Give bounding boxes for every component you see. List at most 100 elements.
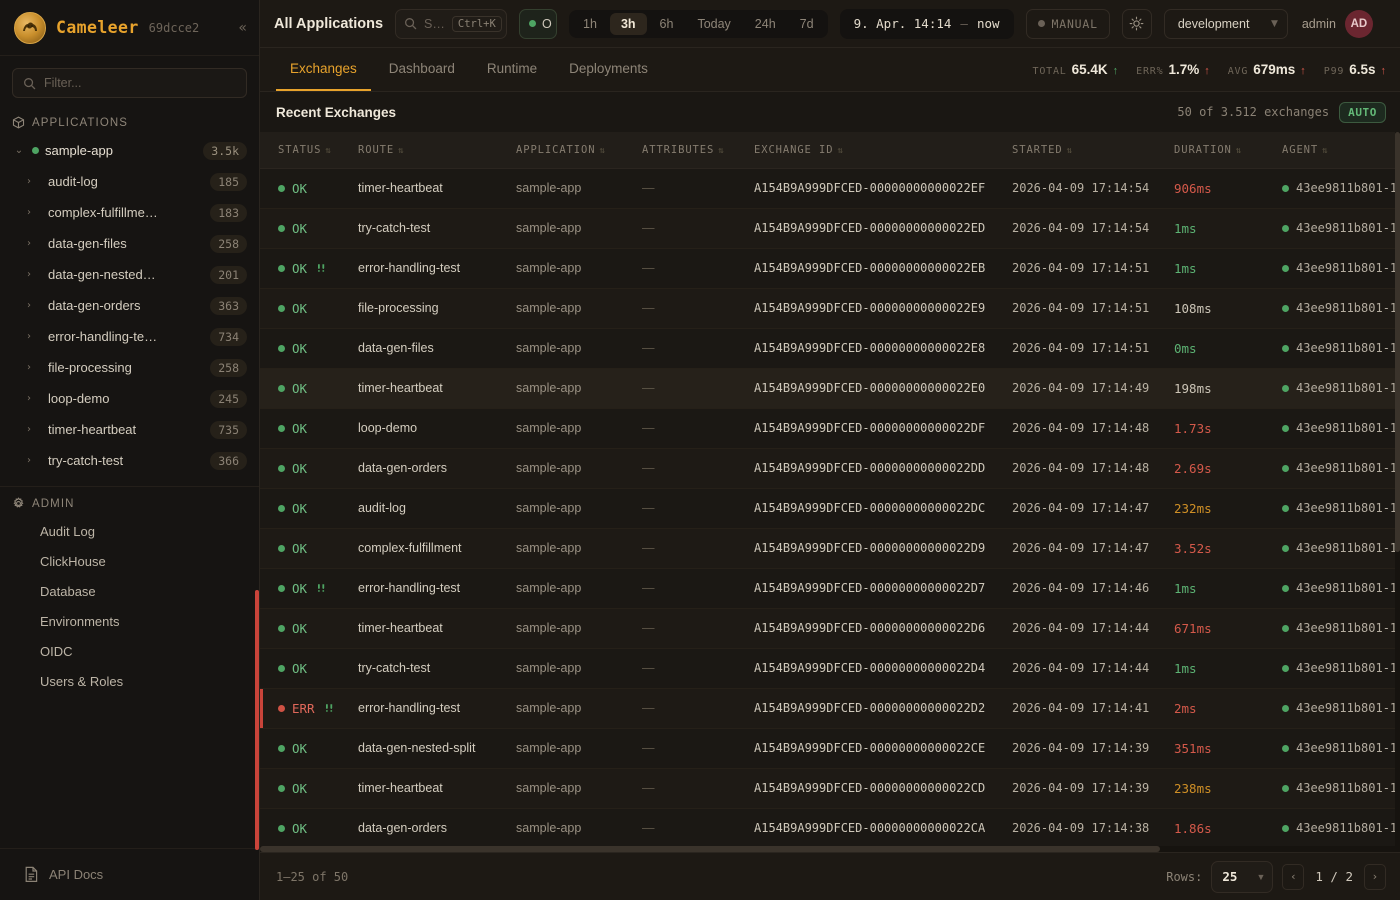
next-page-button[interactable]: › (1364, 863, 1386, 890)
auto-refresh-badge[interactable]: AUTO (1339, 101, 1386, 123)
sort-icon[interactable]: ⇅ (718, 145, 725, 156)
cell-duration-value: 1ms (1174, 580, 1197, 596)
column-header-route[interactable]: ROUTE ⇅ (358, 132, 516, 169)
column-header-started[interactable]: STARTED ⇅ (1012, 132, 1174, 169)
collapse-sidebar-icon[interactable]: « (238, 19, 247, 36)
sidebar-route-item[interactable]: › loop-demo 245 (0, 383, 259, 414)
table-row[interactable]: OK try-catch-test sample-app — A154B9A999DFC… (260, 648, 1400, 689)
table-row[interactable]: ERR error-handling-test sample-app — A154B9A… (260, 688, 1400, 729)
previous-page-button[interactable]: ‹ (1282, 863, 1305, 890)
table-row[interactable]: OK complex-fulfillment sample-app — A154B9A9… (260, 528, 1400, 569)
column-header-duration[interactable]: DURATION ⇅ (1174, 132, 1282, 169)
column-header-agent[interactable]: AGENT ⇅ (1282, 132, 1400, 169)
column-header-attributes[interactable]: ATTRIBUTES ⇅ (642, 132, 754, 169)
cell-started: 2026-04-09 17:14:41 (1012, 688, 1174, 729)
tab-exchanges[interactable]: Exchanges (276, 48, 371, 91)
sidebar-route-item[interactable]: › data-gen-files 258 (0, 228, 259, 259)
table-row[interactable]: OK error-handling-test sample-app — A154B9A9… (260, 248, 1400, 289)
cell-duration: 906ms (1174, 168, 1282, 209)
sidebar-footer[interactable]: API Docs (0, 848, 259, 900)
tab-deployments[interactable]: Deployments (569, 61, 648, 76)
column-header-label: STATUS (278, 143, 322, 156)
cell-agent: 43ee9811b801-1 (1282, 608, 1400, 649)
table-row[interactable]: OK timer-heartbeat sample-app — A154B9A999DF… (260, 608, 1400, 649)
sidebar-route-item[interactable]: › data-gen-orders 363 (0, 290, 259, 321)
sidebar-scroll-indicator[interactable] (255, 590, 259, 850)
table-row[interactable]: OK timer-heartbeat sample-app — A154B9A999DF… (260, 768, 1400, 809)
sidebar-route-item[interactable]: › timer-heartbeat 735 (0, 414, 259, 445)
filter-box[interactable] (12, 68, 247, 98)
sidebar-admin-item[interactable]: Environments (0, 606, 259, 636)
sidebar-route-item[interactable]: › audit-log 185 (0, 166, 259, 197)
table-vertical-scrollbar[interactable] (1395, 132, 1400, 852)
column-header-application[interactable]: APPLICATION ⇅ (516, 132, 642, 169)
time-range-button-24h[interactable]: 24h (754, 16, 776, 31)
time-range-button-7d[interactable]: 7d (799, 16, 814, 31)
user-menu[interactable]: admin AD (1301, 9, 1373, 38)
table-row[interactable]: OK audit-log sample-app — A154B9A999DFCED-00… (260, 488, 1400, 529)
sidebar-route-item[interactable]: › try-catch-test 366 (0, 445, 259, 476)
cell-duration-value: 108ms (1174, 300, 1212, 316)
theme-toggle-button[interactable] (1121, 8, 1152, 39)
sort-icon[interactable]: ⇅ (1235, 145, 1243, 156)
sidebar-route-count: 363 (210, 296, 247, 315)
table-row[interactable]: OK data-gen-orders sample-app — A154B9A999DF… (260, 808, 1400, 849)
status-dot (278, 184, 285, 192)
topbar: All Applications S… Ctrl+K O 1h 3h 6h Today… (260, 0, 1400, 48)
table-row[interactable]: OK error-handling-test sample-app — A154B9A9… (260, 568, 1400, 609)
cell-duration-value: 3.52s (1174, 540, 1212, 556)
table-row[interactable]: OK timer-heartbeat sample-app — A154B9A999DF… (260, 368, 1400, 409)
user-name-label: admin (1301, 16, 1336, 31)
table-row[interactable]: OK data-gen-orders sample-app — A154B9A999DF… (260, 448, 1400, 489)
sort-icon[interactable]: ⇅ (1322, 145, 1329, 156)
cell-attributes: — (642, 408, 754, 449)
tab-dashboard[interactable]: Dashboard (388, 61, 455, 76)
cube-icon (12, 116, 25, 129)
filter-input[interactable] (44, 76, 236, 90)
sidebar-route-item[interactable]: › file-processing 258 (0, 352, 259, 383)
cell-status: OK (260, 408, 358, 449)
sort-icon[interactable]: ⇅ (599, 145, 606, 156)
sidebar-admin-item[interactable]: ClickHouse (0, 546, 259, 576)
cell-exchange-id: A154B9A999DFCED-00000000000022D7 (754, 568, 1012, 609)
sidebar-route-item[interactable]: › complex-fulfillme… 183 (0, 197, 259, 228)
table-row[interactable]: OK timer-heartbeat sample-app — A154B9A999DF… (260, 168, 1400, 209)
time-range-button-1h[interactable]: 1h (583, 16, 597, 31)
sidebar-admin-item[interactable]: Database (0, 576, 259, 606)
table-horizontal-scrollbar[interactable] (260, 846, 1400, 852)
sidebar-admin-item[interactable]: Users & Roles (0, 666, 259, 696)
manual-refresh-toggle[interactable]: MANUAL (1025, 8, 1110, 39)
connection-status-dot (529, 20, 537, 27)
global-search[interactable]: S… Ctrl+K (395, 8, 508, 39)
sort-icon[interactable]: ⇅ (398, 145, 405, 156)
sort-icon[interactable]: ⇅ (1066, 145, 1073, 156)
page-title: All Applications (274, 15, 384, 32)
table-row[interactable]: OK loop-demo sample-app — A154B9A999DFCED-00… (260, 408, 1400, 449)
search-icon (404, 17, 417, 30)
time-range-display[interactable]: 9. Apr. 14:14 — now (839, 8, 1014, 39)
rows-per-page-select[interactable]: 25 ▼ (1211, 860, 1274, 893)
sort-icon[interactable]: ⇅ (325, 145, 332, 156)
trend-arrow-down-icon: ↑ (1204, 65, 1210, 77)
brand-header: Cameleer 69dcce2 « (0, 0, 259, 56)
sidebar-admin-item[interactable]: Audit Log (0, 516, 259, 546)
time-range-button-6h[interactable]: 6h (659, 16, 674, 31)
table-row[interactable]: OK data-gen-nested-split sample-app — A154B9… (260, 728, 1400, 769)
connection-status-pill[interactable]: O (519, 8, 558, 39)
avatar[interactable]: AD (1344, 9, 1373, 38)
sort-icon[interactable]: ⇅ (837, 145, 844, 156)
time-range-button-today[interactable]: Today (697, 16, 731, 31)
agent-status-dot (1282, 504, 1289, 512)
table-row[interactable]: OK try-catch-test sample-app — A154B9A999DFC… (260, 208, 1400, 249)
tab-runtime[interactable]: Runtime (486, 61, 538, 76)
sidebar-app-sample-app[interactable]: ⌄ sample-app 3.5k (0, 135, 259, 166)
sidebar-route-item[interactable]: › error-handling-te… 734 (0, 321, 259, 352)
table-row[interactable]: OK data-gen-files sample-app — A154B9A999DFC… (260, 328, 1400, 369)
table-row[interactable]: OK file-processing sample-app — A154B9A999DF… (260, 288, 1400, 329)
environment-select[interactable]: development ▼ (1163, 8, 1288, 39)
sidebar-admin-item[interactable]: OIDC (0, 636, 259, 666)
column-header-status[interactable]: STATUS ⇅ (260, 132, 358, 169)
sidebar-route-item[interactable]: › data-gen-nested… 201 (0, 259, 259, 290)
column-header-exchangeid[interactable]: EXCHANGE ID ⇅ (754, 132, 1012, 169)
time-range-button-3h[interactable]: 3h (609, 12, 647, 35)
